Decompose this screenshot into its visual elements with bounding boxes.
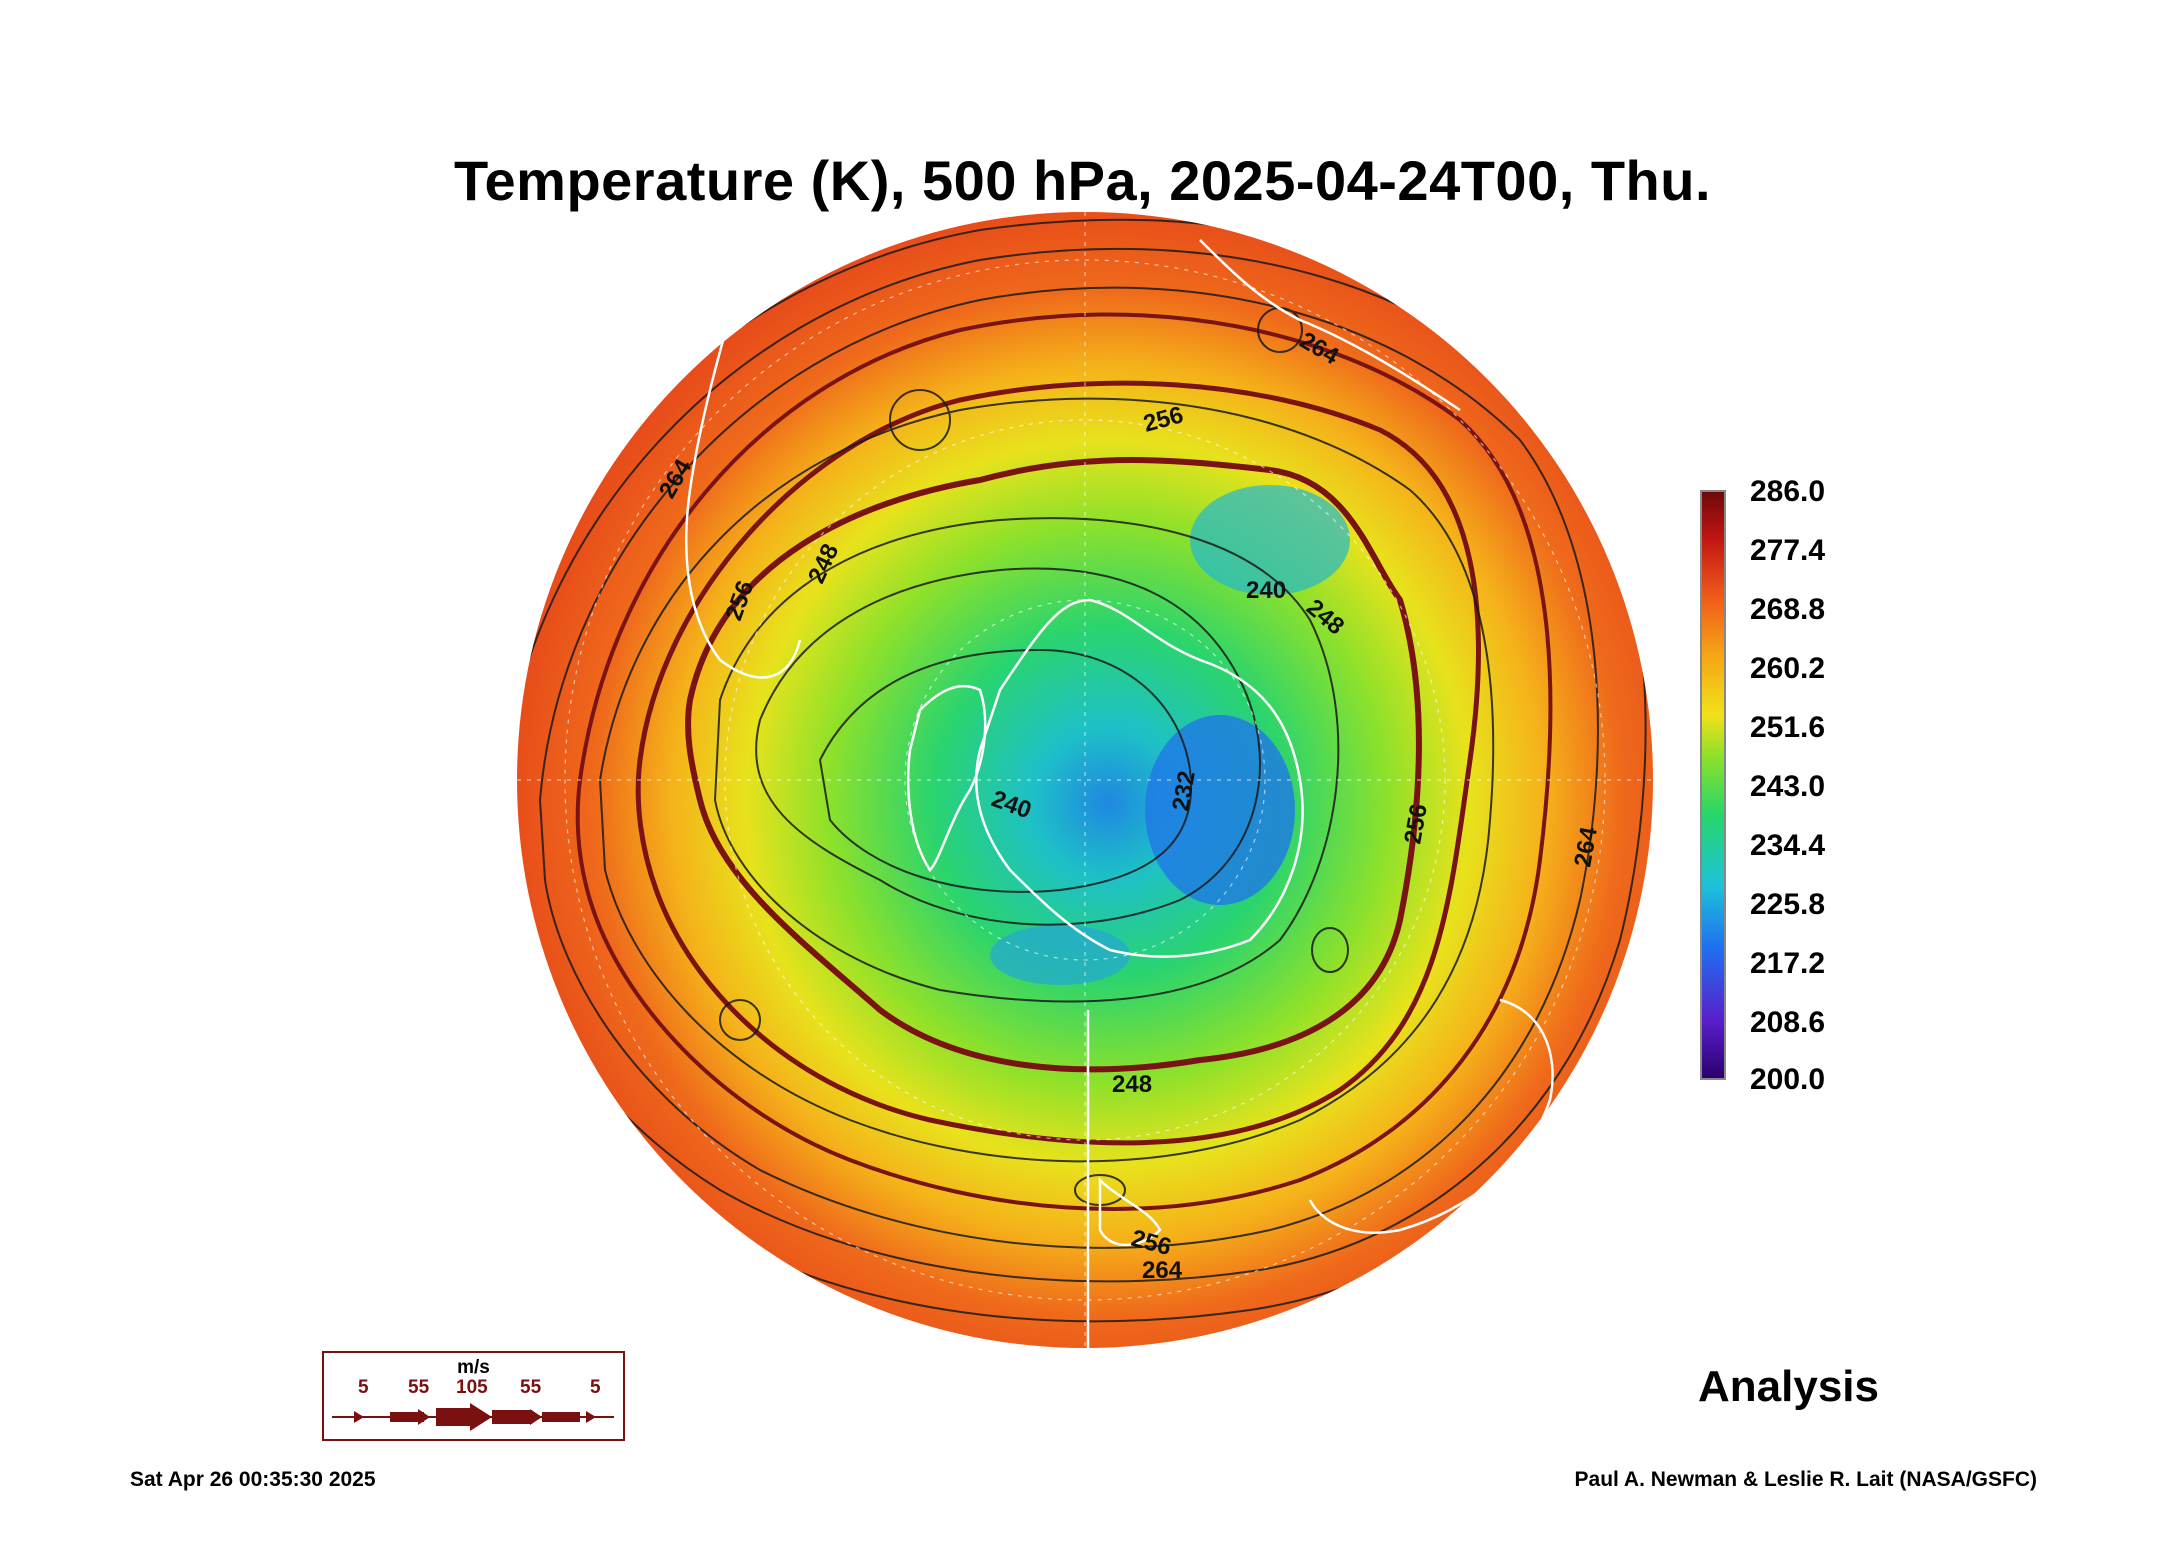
wind-arrow-scale [332, 1403, 614, 1431]
colorbar-tick: 260.2 [1750, 652, 1826, 685]
colorbar-tick: 217.2 [1750, 947, 1826, 980]
cold-core-region [1190, 485, 1350, 595]
jet-contour [685, 457, 1422, 1073]
colorbar-tick: 225.8 [1750, 888, 1826, 921]
wind-speed-value: 55 [408, 1377, 430, 1398]
contour-label: 248 [1112, 1071, 1152, 1098]
wind-speed-value: 105 [456, 1377, 488, 1398]
colorbar-tick: 251.6 [1750, 711, 1826, 744]
colorbar-tick: 200.0 [1750, 1063, 1826, 1096]
colorbar-tick: 243.0 [1750, 770, 1826, 803]
jet-contour [575, 312, 1553, 1211]
wind-speed-value: 5 [590, 1377, 601, 1398]
wind-unit-label: m/s [457, 1357, 490, 1378]
footer-credit: Paul A. Newman & Leslie R. Lait (NASA/GS… [1574, 1468, 2037, 1491]
contour-label: 240 [1246, 577, 1286, 604]
colorbar [1700, 490, 1726, 1080]
coastlines [685, 239, 1554, 1348]
cold-core-region [1145, 715, 1295, 905]
graticule [517, 212, 1653, 1348]
contour-label: 264 [1142, 1257, 1183, 1284]
jet-contour [635, 380, 1481, 1146]
colorbar-tick: 286.0 [1750, 475, 1826, 508]
footer-timestamp: Sat Apr 26 00:35:30 2025 [130, 1468, 376, 1491]
chart-title: Temperature (K), 500 hPa, 2025-04-24T00,… [453, 149, 1712, 212]
analysis-label: Analysis [1698, 1362, 1879, 1411]
wind-speed-legend: m/s 5 55 105 55 5 [322, 1351, 625, 1441]
colorbar-tick: 277.4 [1750, 534, 1826, 567]
wind-speed-value: 5 [358, 1377, 369, 1398]
wind-speed-value: 55 [520, 1377, 542, 1398]
colorbar-tick: 208.6 [1750, 1006, 1826, 1039]
colorbar-gradient [1701, 491, 1725, 1079]
cold-core-region [990, 925, 1130, 985]
colorbar-tick: 234.4 [1750, 829, 1826, 862]
colorbar-tick: 268.8 [1750, 593, 1826, 626]
